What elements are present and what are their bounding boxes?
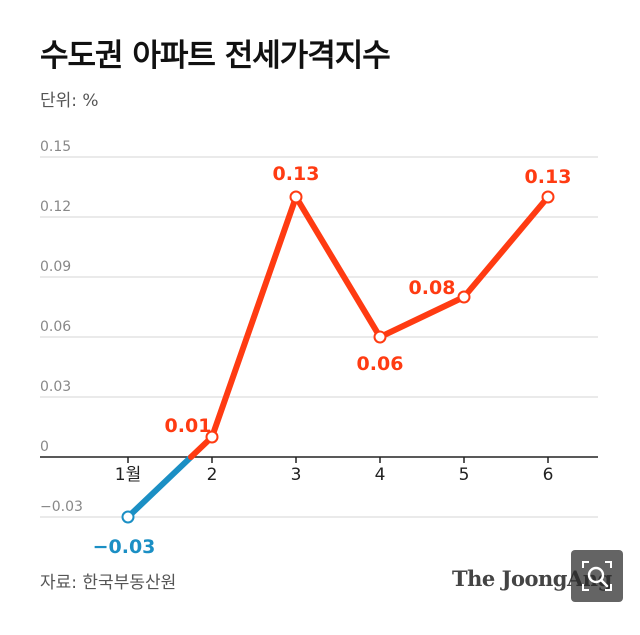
y-tick-label: 0 <box>40 439 49 455</box>
series-segment <box>461 194 551 300</box>
data-point <box>205 430 219 444</box>
data-point <box>373 330 387 344</box>
x-tick-label: 3 <box>291 465 302 485</box>
y-tick-label: 0.12 <box>40 199 71 215</box>
lens-search-icon[interactable] <box>571 550 623 602</box>
data-label: 0.08 <box>409 277 456 299</box>
series-segment <box>377 294 467 340</box>
y-tick-label: 0.15 <box>40 139 71 155</box>
series-segment <box>293 194 383 340</box>
data-point <box>289 190 303 204</box>
y-tick-label: 0.06 <box>40 319 71 335</box>
data-label: 0.06 <box>357 353 404 375</box>
y-tick-label: 0.09 <box>40 259 71 275</box>
data-label: 0.13 <box>525 166 572 188</box>
y-tick-label: 0.03 <box>40 379 71 395</box>
x-tick-label: 5 <box>459 465 470 485</box>
source-note: 자료: 한국부동산원 <box>40 573 177 593</box>
series-segment <box>209 194 299 440</box>
data-label: 0.13 <box>273 163 320 185</box>
line-layer <box>125 194 551 520</box>
data-label: −0.03 <box>93 536 156 558</box>
x-tick-label: 1월 <box>115 465 141 485</box>
y-tick-label: −0.03 <box>40 499 83 515</box>
unit-label: 단위: % <box>40 91 99 111</box>
grid-layer: −0.03 0 0.03 0.06 0.09 0.12 0.15 <box>40 139 598 518</box>
x-tick-label: 2 <box>207 465 218 485</box>
data-point <box>457 290 471 304</box>
data-point <box>121 510 135 524</box>
axis-layer: 1월 2 3 4 5 6 <box>40 456 598 485</box>
series-segment-negative <box>125 454 194 520</box>
chart-title: 수도권 아파트 전세가격지수 <box>40 38 391 74</box>
label-layer: −0.03 0.01 0.13 0.06 0.08 0.13 <box>93 163 572 558</box>
point-layer <box>121 190 555 524</box>
x-tick-label: 6 <box>543 465 554 485</box>
data-label: 0.01 <box>165 415 212 437</box>
data-point <box>541 190 555 204</box>
x-tick-label: 4 <box>375 465 386 485</box>
